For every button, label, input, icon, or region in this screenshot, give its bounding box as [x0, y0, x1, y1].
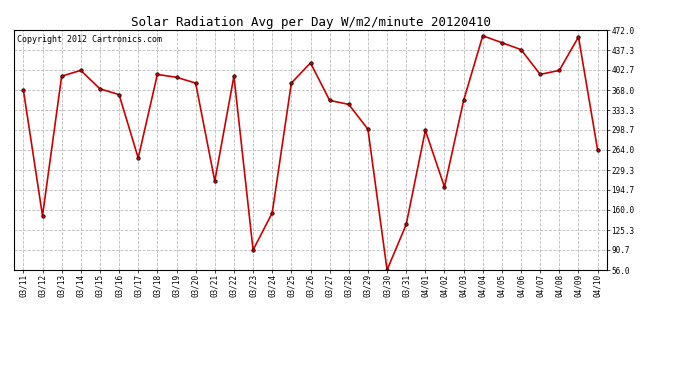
Title: Solar Radiation Avg per Day W/m2/minute 20120410: Solar Radiation Avg per Day W/m2/minute … — [130, 16, 491, 29]
Text: Copyright 2012 Cartronics.com: Copyright 2012 Cartronics.com — [17, 35, 161, 44]
